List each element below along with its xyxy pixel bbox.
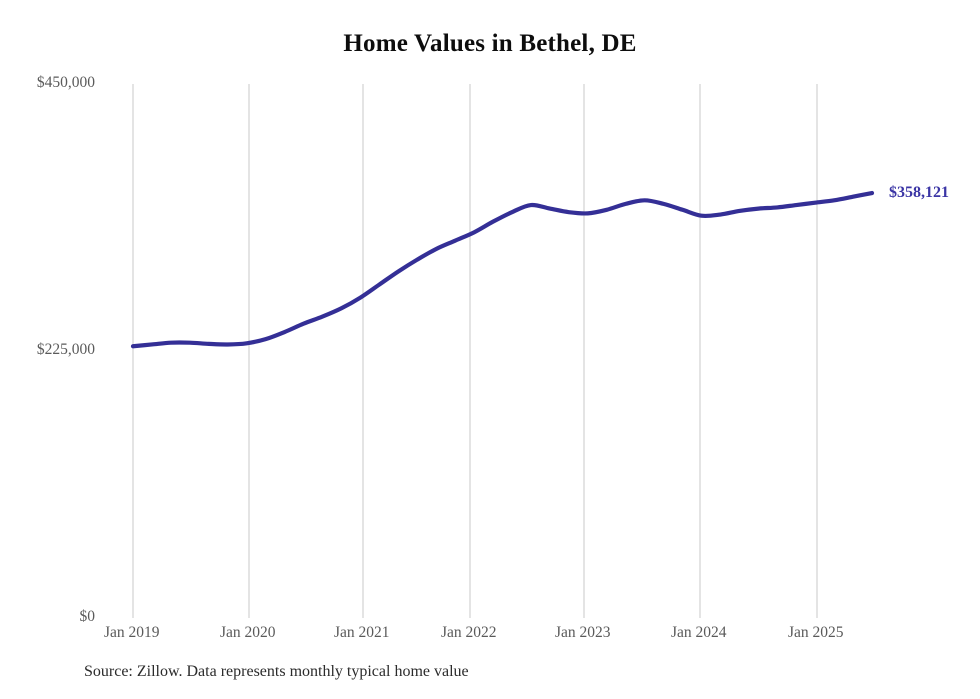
end-value-annotation: $358,121 [889,184,949,202]
series-line-typical-home-value [130,190,875,349]
x-tick-label-jan-2024: Jan 2024 [671,624,727,641]
y-tick-label-225000: $225,000 [36,341,95,358]
source-note: Source: Zillow. Data represents monthly … [84,663,469,680]
y-tick-label-0: $0 [79,608,96,625]
x-tick-label-jan-2023: Jan 2023 [555,624,611,641]
chart-title: Home Values in Bethel, DE [343,30,637,57]
x-tick-label-jan-2020: Jan 2020 [220,624,276,641]
x-tick-label-jan-2022: Jan 2022 [441,624,497,641]
gridlines-group [132,84,818,618]
x-tick-label-jan-2019: Jan 2019 [104,624,160,641]
y-tick-label-450000: $450,000 [36,74,95,91]
x-tick-label-jan-2021: Jan 2021 [334,624,390,641]
x-tick-label-jan-2025: Jan 2025 [788,624,844,641]
